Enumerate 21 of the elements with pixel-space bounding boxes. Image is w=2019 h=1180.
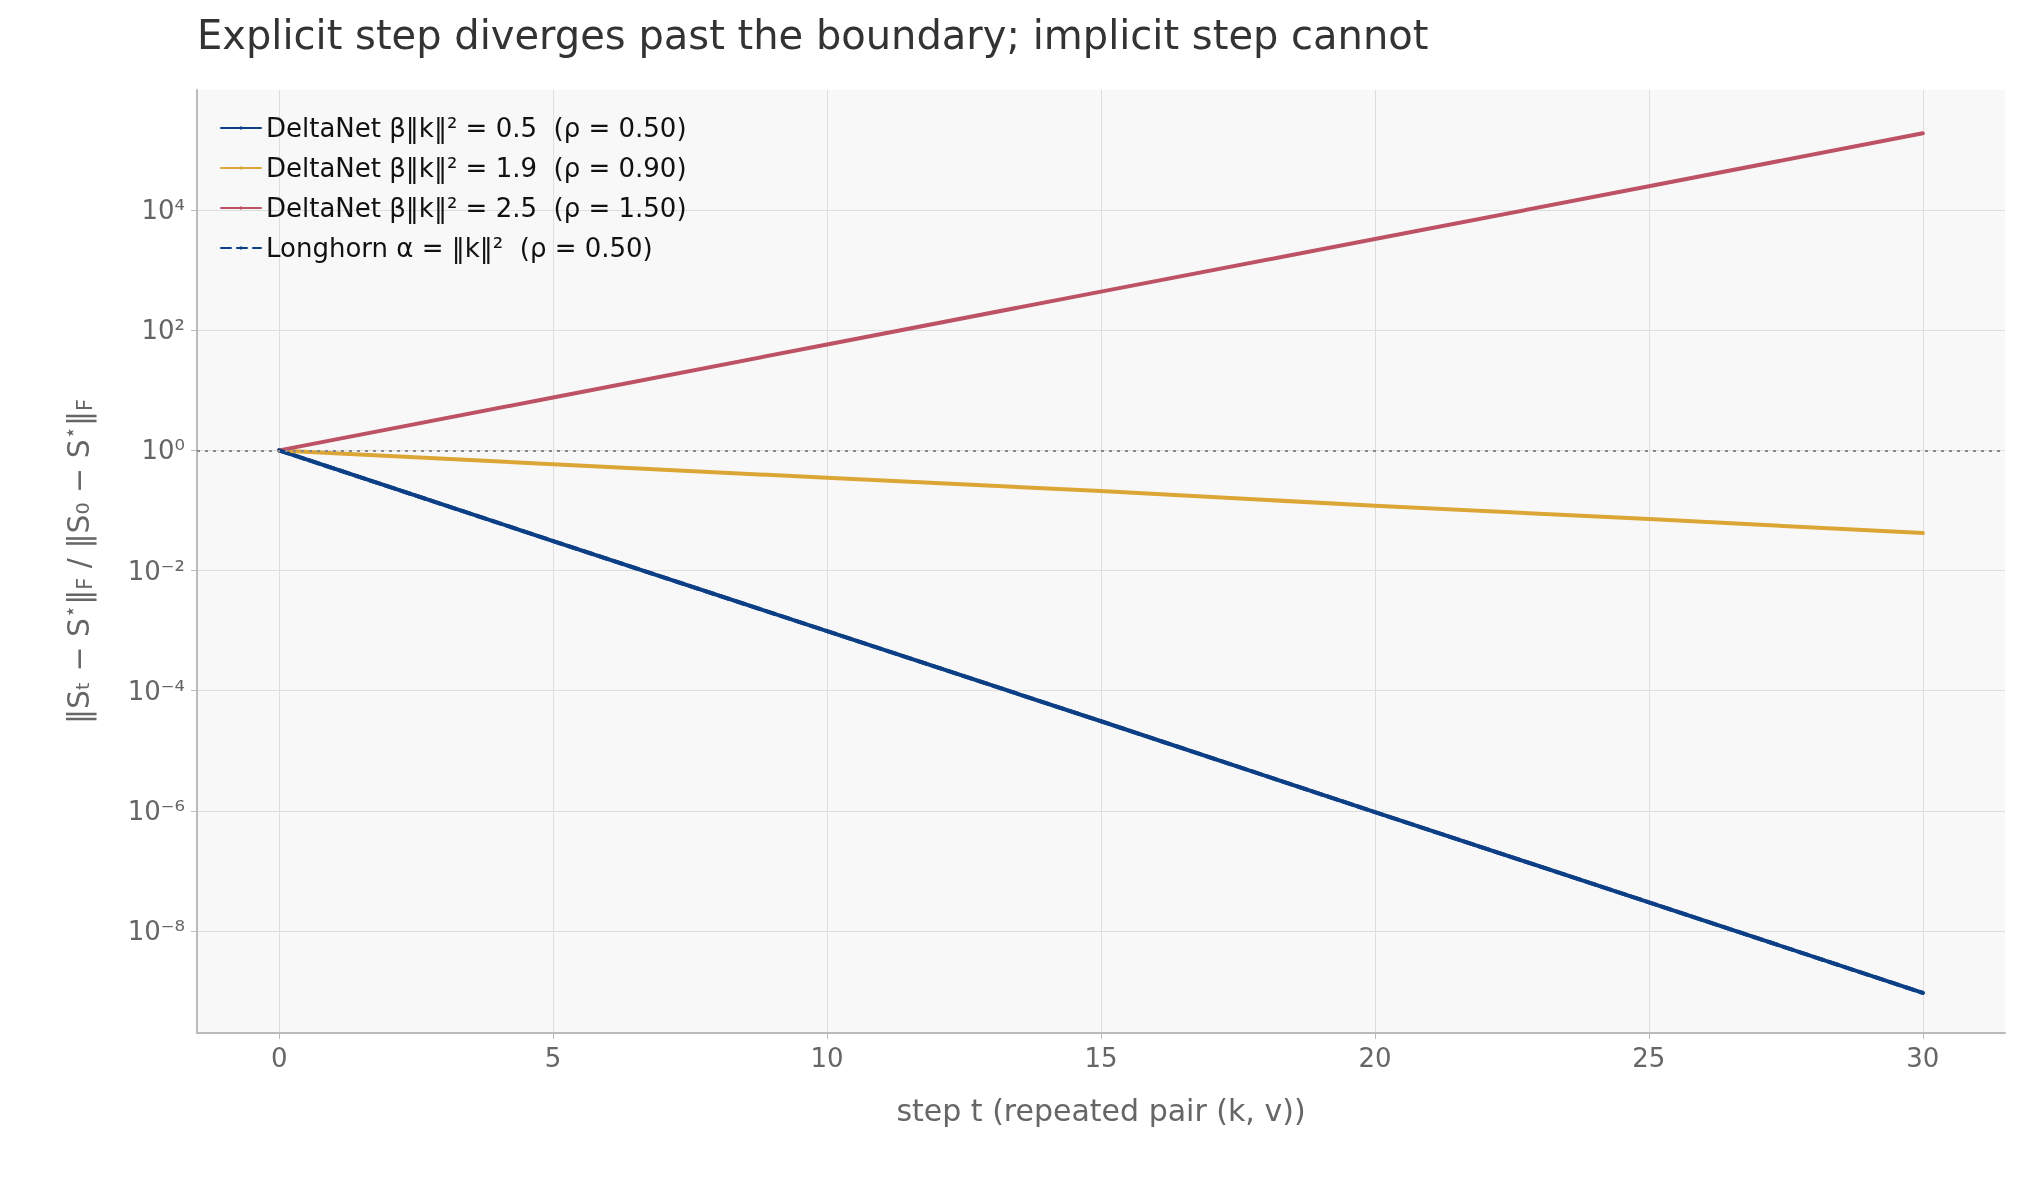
y-tick-label: 10⁴ (141, 195, 185, 226)
x-tick-label: 15 (1084, 1043, 1118, 1073)
y-tick-label: 10⁰ (141, 435, 185, 466)
legend-label: DeltaNet β‖k‖² = 1.9 (ρ = 0.90) (266, 153, 687, 184)
legend-label: Longhorn α = ‖k‖² (ρ = 0.50) (266, 233, 653, 264)
x-tick-label: 10 (810, 1043, 844, 1073)
legend-label: DeltaNet β‖k‖² = 0.5 (ρ = 0.50) (266, 113, 687, 144)
x-tick-label: 20 (1358, 1043, 1392, 1073)
y-tick-label: 10⁻⁴ (127, 675, 185, 706)
x-tick-label: 30 (1906, 1043, 1940, 1073)
y-axis-title: ‖Sₜ − S⋆‖F / ‖S₀ − S⋆‖F (58, 398, 97, 725)
chart-title: Explicit step diverges past the boundary; implicit step cannot (197, 12, 1429, 58)
y-tick-label: 10⁻² (127, 555, 185, 586)
x-tick-label: 0 (270, 1043, 288, 1073)
x-tick-label: 5 (544, 1043, 562, 1073)
x-tick-label: 25 (1632, 1043, 1666, 1073)
x-axis-title: step t (repeated pair (k, v)) (896, 1092, 1306, 1128)
y-tick-label: 10⁻⁶ (127, 795, 185, 826)
y-tick-label: 10⁻⁸ (127, 915, 185, 946)
legend-label: DeltaNet β‖k‖² = 2.5 (ρ = 1.50) (266, 193, 687, 224)
y-tick-label: 10² (141, 315, 185, 346)
